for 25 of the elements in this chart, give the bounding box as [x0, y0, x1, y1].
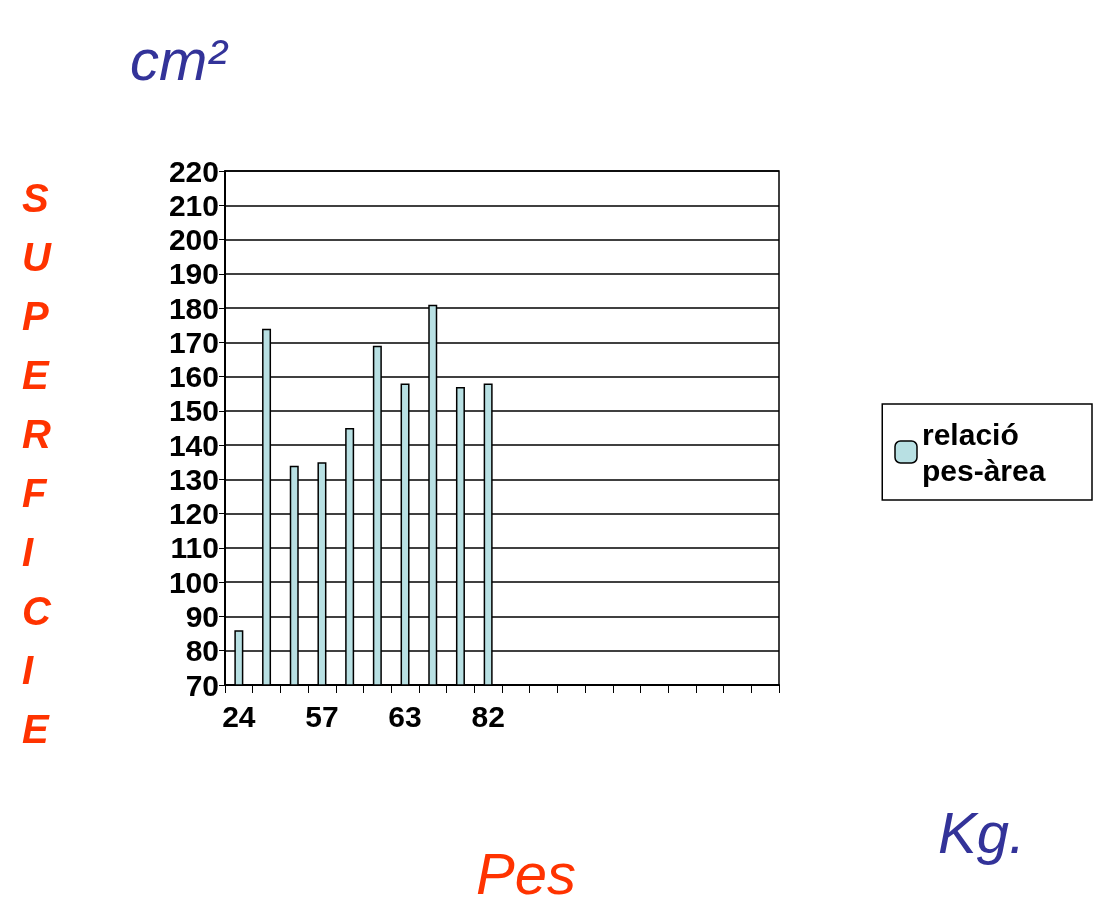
y-tick-label: 110 — [170, 531, 219, 565]
x-axis-title: Pes — [476, 840, 576, 906]
x-tick-label: 82 — [471, 699, 505, 733]
y-tick-label: 150 — [168, 394, 219, 428]
text: cm² — [130, 26, 230, 92]
y-tick-label: 90 — [185, 599, 219, 633]
y-tick-label: 70 — [185, 668, 219, 702]
y-tick-label: 190 — [168, 257, 219, 291]
text: SUPERFICIE — [22, 175, 51, 751]
y-tick-label: 170 — [168, 325, 219, 359]
y-tick-label: 180 — [168, 291, 219, 325]
legend-label: relació pes-àrea — [922, 417, 1046, 487]
x-tick-label: 63 — [388, 699, 422, 733]
y-tick-label: 120 — [168, 497, 219, 531]
x-tick-label: 57 — [305, 699, 339, 733]
y-tick-label: 100 — [168, 565, 219, 599]
y-tick-label: 140 — [168, 428, 219, 462]
y-tick-label: 220 — [168, 154, 219, 188]
y-tick-label: 160 — [168, 360, 219, 394]
x-tick-label: 24 — [222, 699, 256, 733]
y-tick-label: 200 — [168, 223, 219, 257]
y-tick-label: 130 — [168, 462, 219, 496]
y-tick-label: 80 — [185, 634, 219, 668]
text: Kg. — [938, 799, 1026, 865]
y-tick-label: 210 — [168, 188, 219, 222]
